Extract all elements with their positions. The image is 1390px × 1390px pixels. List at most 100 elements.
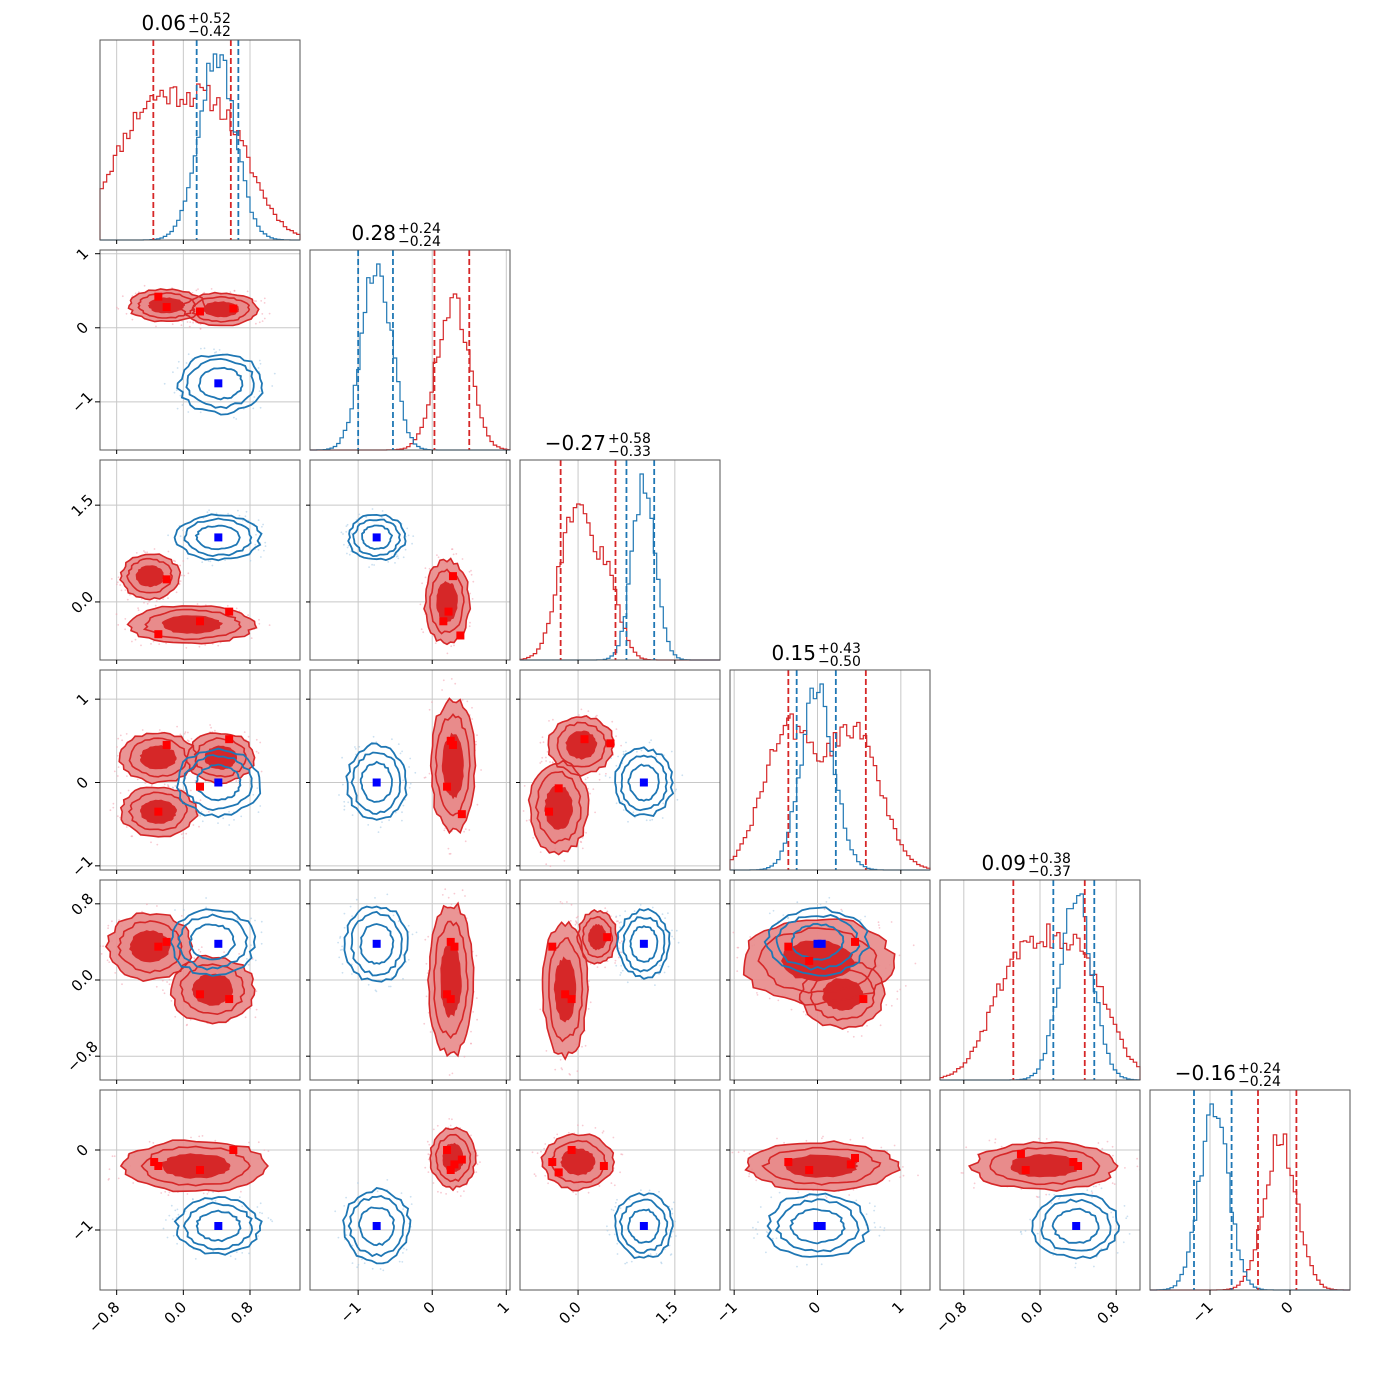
scatter-dot-blue	[815, 1195, 818, 1198]
marker-red	[603, 933, 612, 942]
scatter-dot-red	[168, 983, 171, 986]
red-contour-fill	[553, 956, 577, 1023]
scatter-dot-blue	[841, 910, 844, 912]
scatter-dot-red	[428, 772, 431, 775]
scatter-dot-red	[166, 981, 168, 983]
scatter-dot-red	[146, 903, 148, 906]
scatter-dot-blue	[238, 514, 241, 517]
scatter-dot-blue	[404, 548, 407, 551]
scatter-dot-red	[167, 550, 170, 553]
scatter-dot-red	[581, 1124, 584, 1127]
red-contour-line	[191, 295, 251, 323]
scatter-dot-blue	[673, 938, 676, 940]
scatter-dot-blue	[224, 559, 226, 561]
scatter-dot-blue	[658, 1190, 660, 1193]
scatter-dot-red	[620, 744, 622, 747]
scatter-dot-blue	[1029, 1218, 1031, 1221]
scatter-dot-red	[471, 706, 473, 709]
scatter-dot-red	[179, 564, 182, 567]
scatter-dot-red	[441, 894, 444, 896]
scatter-dot-red	[107, 927, 109, 930]
scatter-dot-red	[185, 647, 188, 649]
scatter-dot-red	[620, 951, 622, 954]
red-contour-line	[968, 1141, 1119, 1192]
scatter-dot-red	[255, 1008, 258, 1011]
scatter-dot-blue	[261, 1212, 263, 1215]
scatter-dot-red	[594, 811, 596, 814]
scatter-dot-blue	[651, 818, 654, 821]
scatter-dot-blue	[258, 390, 261, 392]
scatter-dot-blue	[615, 964, 618, 967]
scatter-dot-red	[1101, 1147, 1104, 1150]
scatter-dot-blue	[241, 1205, 244, 1208]
scatter-dot-red	[111, 1155, 114, 1158]
scatter-dot-red	[447, 896, 450, 899]
marker-red	[443, 782, 452, 791]
scatter-dot-red	[451, 548, 453, 551]
marker-red	[225, 995, 234, 1004]
scatter-dot-red	[556, 1133, 559, 1136]
marker-red	[1069, 1158, 1078, 1166]
red-contour-line	[989, 1146, 1101, 1186]
scatter-dot-red	[112, 806, 115, 809]
scatter-dot-red	[539, 1008, 542, 1011]
scatter-dot-red	[724, 1167, 726, 1169]
scatter-dot-blue	[173, 391, 176, 394]
scatter-dot-red	[116, 746, 118, 748]
scatter-dot-red	[461, 699, 464, 701]
scatter-dot-red	[258, 618, 260, 621]
scatter-dot-red	[176, 725, 178, 728]
scatter-dot-red	[434, 642, 437, 644]
scatter-dot-red	[233, 290, 236, 292]
scatter-dot-blue	[379, 1268, 382, 1270]
scatter-dot-blue	[258, 359, 261, 362]
scatter-dot-blue	[1122, 1241, 1125, 1244]
scatter-dot-red	[229, 291, 232, 294]
scatter-dot-red	[268, 312, 271, 315]
marker-blue	[372, 778, 381, 787]
pair-panel-3-2	[519, 669, 721, 871]
scatter-dot-blue	[405, 1248, 408, 1251]
pair-panel-2-0	[99, 459, 301, 661]
scatter-dot-red	[452, 553, 455, 556]
pair-contents	[520, 670, 720, 870]
axes-frame	[309, 669, 511, 871]
scatter-dot-blue	[614, 1205, 617, 1208]
scatter-dot-red	[116, 775, 119, 777]
marker-red	[444, 607, 453, 616]
scatter-dot-blue	[608, 776, 611, 779]
scatter-dot-red	[960, 1172, 963, 1174]
scatter-dot-blue	[671, 1208, 673, 1211]
scatter-dot-blue	[199, 411, 202, 414]
scatter-dot-blue	[253, 396, 256, 398]
scatter-dot-red	[1091, 1192, 1094, 1194]
scatter-dot-red	[615, 735, 617, 738]
scatter-dot-blue	[621, 969, 624, 972]
marker-blue	[214, 379, 223, 388]
scatter-dot-red	[260, 300, 263, 302]
scatter-dot-red	[174, 560, 176, 563]
scatter-dot-blue	[256, 1206, 259, 1208]
scatter-dot-red	[117, 766, 120, 768]
marker-red	[443, 1146, 452, 1154]
scatter-dot-red	[192, 824, 195, 826]
scatter-dot-red	[116, 306, 118, 309]
scatter-dot-blue	[1114, 1228, 1116, 1231]
scatter-dot-red	[1111, 1182, 1114, 1185]
scatter-dot-red	[108, 1168, 111, 1171]
scatter-dot-red	[563, 860, 566, 862]
scatter-dot-blue	[337, 941, 339, 944]
red-contour-line	[179, 963, 246, 1016]
scatter-dot-red	[805, 1139, 808, 1142]
scatter-dot-red	[464, 840, 467, 843]
scatter-dot-red	[243, 731, 246, 733]
scatter-dot-red	[198, 645, 201, 648]
scatter-dot-red	[163, 783, 166, 786]
scatter-dot-blue	[201, 820, 204, 823]
scatter-dot-blue	[406, 527, 409, 530]
blue-contour-line	[620, 754, 668, 812]
scatter-dot-blue	[345, 1196, 347, 1199]
scatter-dot-red	[539, 762, 542, 764]
x-tick-label: −1	[337, 1298, 365, 1326]
scatter-dot-blue	[1092, 1185, 1095, 1188]
